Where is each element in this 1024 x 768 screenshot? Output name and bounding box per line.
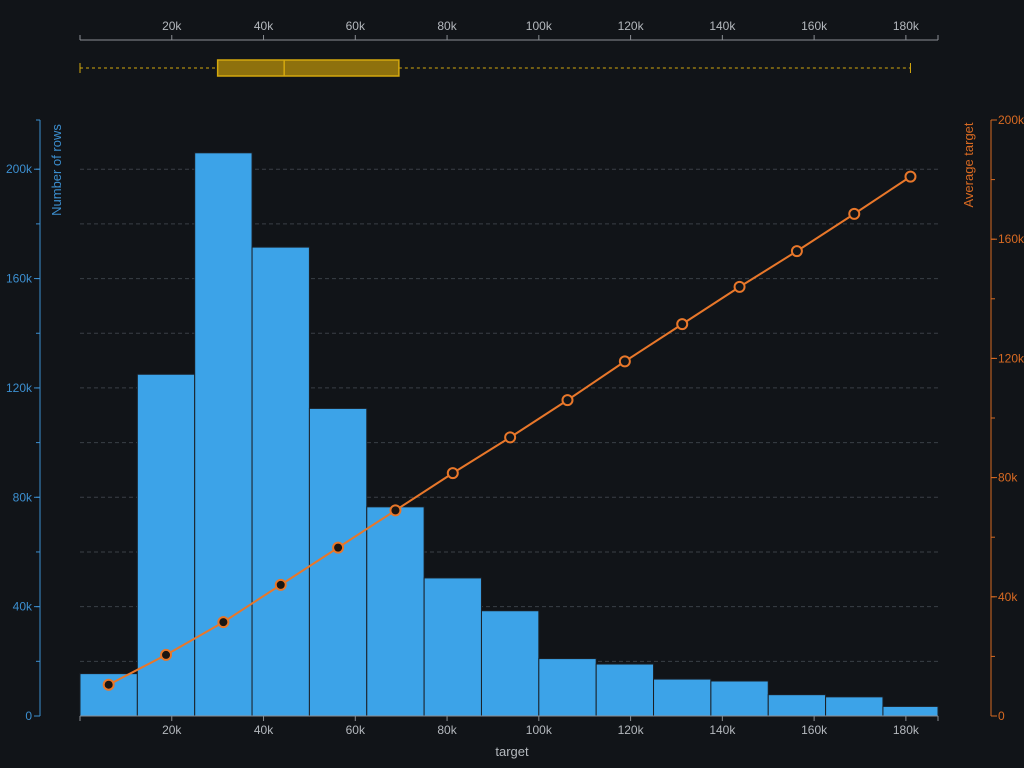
histogram-bar-7: [423, 577, 482, 717]
histogram-bar-13: [767, 694, 827, 717]
x-tick-label: 20k: [162, 723, 182, 737]
y-tick-label: 80k: [13, 490, 33, 504]
histogram-bar-4: [251, 246, 310, 717]
boxplot: [79, 59, 911, 77]
y-tick-label: 120k: [6, 381, 33, 395]
average-target-point-2: [160, 648, 173, 661]
y2-tick-label: 0: [998, 709, 1005, 723]
top-x-tick-label: 100k: [526, 19, 553, 33]
top-x-tick-label: 140k: [709, 19, 736, 33]
average-target-point-6: [389, 504, 402, 517]
axes: 20k 40k 60k 80k 100k 120k 140k 160k 180k 20k 40k 60…: [6, 19, 1024, 737]
average-target-point-4: [274, 578, 287, 591]
y-axis-title: Number of rows: [49, 124, 64, 216]
average-target-point-11: [676, 318, 689, 331]
x-tick-label: 160k: [801, 723, 828, 737]
average-target-point-12: [733, 280, 746, 293]
x-tick-label: 120k: [618, 723, 645, 737]
y2-tick-label: 40k: [998, 590, 1018, 604]
histogram-bar-11: [653, 678, 712, 717]
y2-axis-title: Average target: [961, 122, 976, 207]
top-x-tick-label: 40k: [254, 19, 274, 33]
average-target-point-15: [904, 170, 917, 183]
histogram-bar-8: [480, 610, 540, 717]
top-x-tick-label: 80k: [437, 19, 457, 33]
average-target-line: [102, 170, 917, 691]
average-target-point-10: [618, 355, 631, 368]
average-target-point-8: [504, 431, 517, 444]
y2-tick-label: 160k: [998, 232, 1024, 246]
average-target-point-1: [102, 678, 115, 691]
average-target-point-14: [848, 207, 861, 220]
x-tick-label: 60k: [346, 723, 366, 737]
histogram-bar-9: [538, 658, 597, 717]
y-tick-label: 200k: [6, 162, 33, 176]
top-x-tick-label: 180k: [893, 19, 920, 33]
y-tick-label: 160k: [6, 272, 33, 286]
y-tick-label: 40k: [13, 600, 33, 614]
histogram-bar-15: [882, 705, 939, 717]
histogram-bar-3: [194, 152, 253, 717]
x-tick-label: 100k: [526, 723, 553, 737]
histogram-bar-12: [710, 680, 769, 717]
average-target-point-13: [790, 245, 803, 258]
x-tick-label: 80k: [437, 723, 457, 737]
x-tick-label: 180k: [893, 723, 920, 737]
top-x-tick-label: 60k: [346, 19, 366, 33]
average-target-point-5: [332, 541, 345, 554]
boxplot-box: [216, 59, 400, 77]
histogram-bar-10: [595, 663, 655, 717]
histogram-bar-5: [308, 407, 368, 717]
y2-tick-label: 80k: [998, 471, 1018, 485]
y2-tick-label: 120k: [998, 351, 1024, 365]
histogram-bar-6: [366, 506, 425, 717]
y2-tick-label: 200k: [998, 113, 1024, 127]
top-x-tick-label: 160k: [801, 19, 828, 33]
top-x-tick-label: 120k: [618, 19, 645, 33]
average-target-point-7: [446, 467, 459, 480]
x-axis-title: target: [495, 744, 529, 759]
top-x-tick-label: 20k: [162, 19, 182, 33]
histogram-bar-14: [825, 696, 884, 717]
x-tick-label: 40k: [254, 723, 274, 737]
average-target-point-3: [217, 616, 230, 629]
y-tick-label: 0: [25, 709, 32, 723]
x-tick-label: 140k: [709, 723, 736, 737]
average-target-point-9: [561, 394, 574, 407]
